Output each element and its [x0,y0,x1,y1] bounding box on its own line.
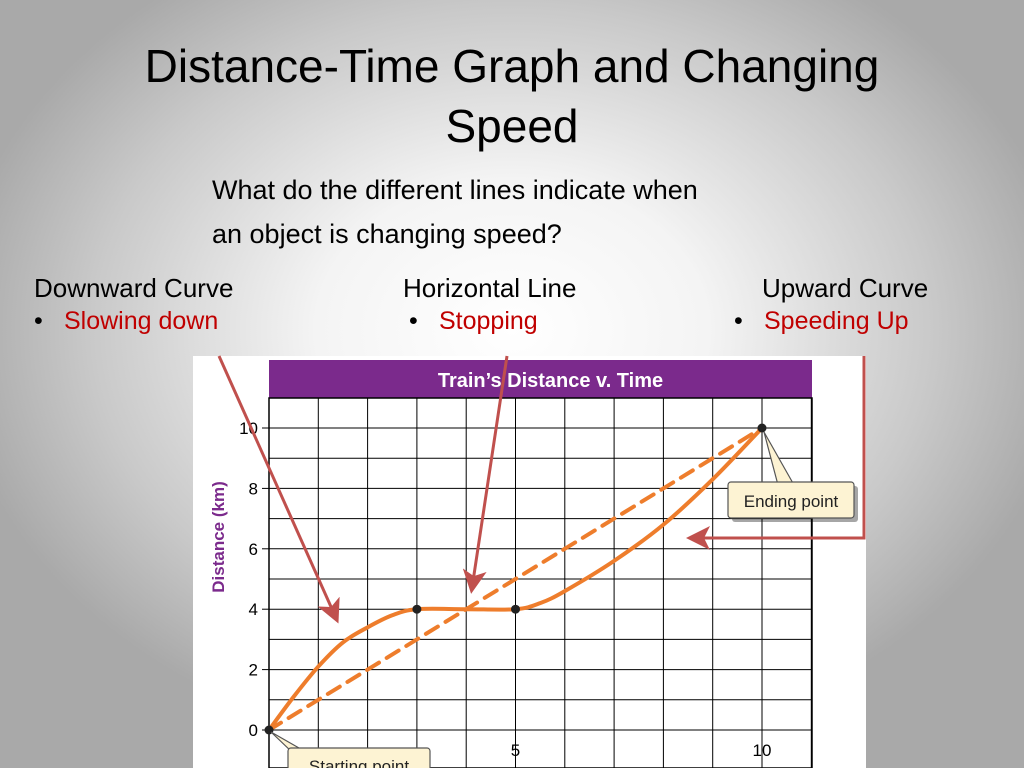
bullet-speeding-up: • Speeding Up [734,304,928,338]
chart-header-bar [269,360,812,398]
bullet-glyph: • [409,307,418,335]
bullet-text-slowing-down: Slowing down [64,307,219,335]
ending-point-label: Ending point [744,492,839,511]
plot-border [268,397,813,768]
y-tick-label: 0 [249,721,258,740]
arrow-slowing-down [217,355,340,624]
data-point-marker [511,604,520,614]
title-line-1: Distance-Time Graph and Changing [144,40,880,92]
y-axis-label: Distance (km) [209,481,228,592]
starting-point-box [287,747,431,768]
y-tick-label: 6 [249,540,258,559]
question-line-2: an object is changing speed? [212,219,562,249]
x-tick-label: 10 [753,741,772,760]
bullet-stopping: • Stopping [409,304,576,338]
ending-point-box [727,481,855,519]
data-point-marker [412,604,422,614]
bullet-glyph: • [34,307,43,335]
y-tick-label: 2 [249,661,258,680]
question-line-1: What do the different lines indicate whe… [212,175,698,205]
column-heading-horizontal-line: Horizontal Line [403,273,577,303]
bullet-glyph: • [734,307,743,335]
y-tick-label: 8 [249,479,258,498]
data-point-marker [757,423,767,433]
column-upward-curve: Upward Curve • Speeding Up [734,272,929,338]
x-tick-label: 5 [511,741,520,760]
slide-title: Distance-Time Graph and Changing Speed [0,36,1024,156]
series-line-dashed [267,426,764,732]
starting-point-label: Starting point [309,757,409,768]
column-heading-downward-curve: Downward Curve [34,273,234,303]
arrow-stopping [462,355,509,594]
bullet-text-speeding-up: Speeding Up [764,307,909,335]
title-line-2: Speed [445,100,579,152]
bullet-text-stopping: Stopping [439,307,538,335]
chart-grid [268,398,812,768]
question-text: What do the different lines indicate whe… [212,168,852,256]
y-tick-label: 4 [249,600,258,619]
column-downward-curve: Downward Curve • Slowing down [34,272,233,338]
column-heading-upward-curve: Upward Curve [762,273,929,303]
column-horizontal-line: Horizontal Line • Stopping [403,272,576,338]
chart-panel [193,356,866,768]
chart-title: Train’s Distance v. Time [438,370,663,392]
bullet-slowing-down: • Slowing down [34,304,233,338]
arrow-speeding-up [686,356,866,550]
